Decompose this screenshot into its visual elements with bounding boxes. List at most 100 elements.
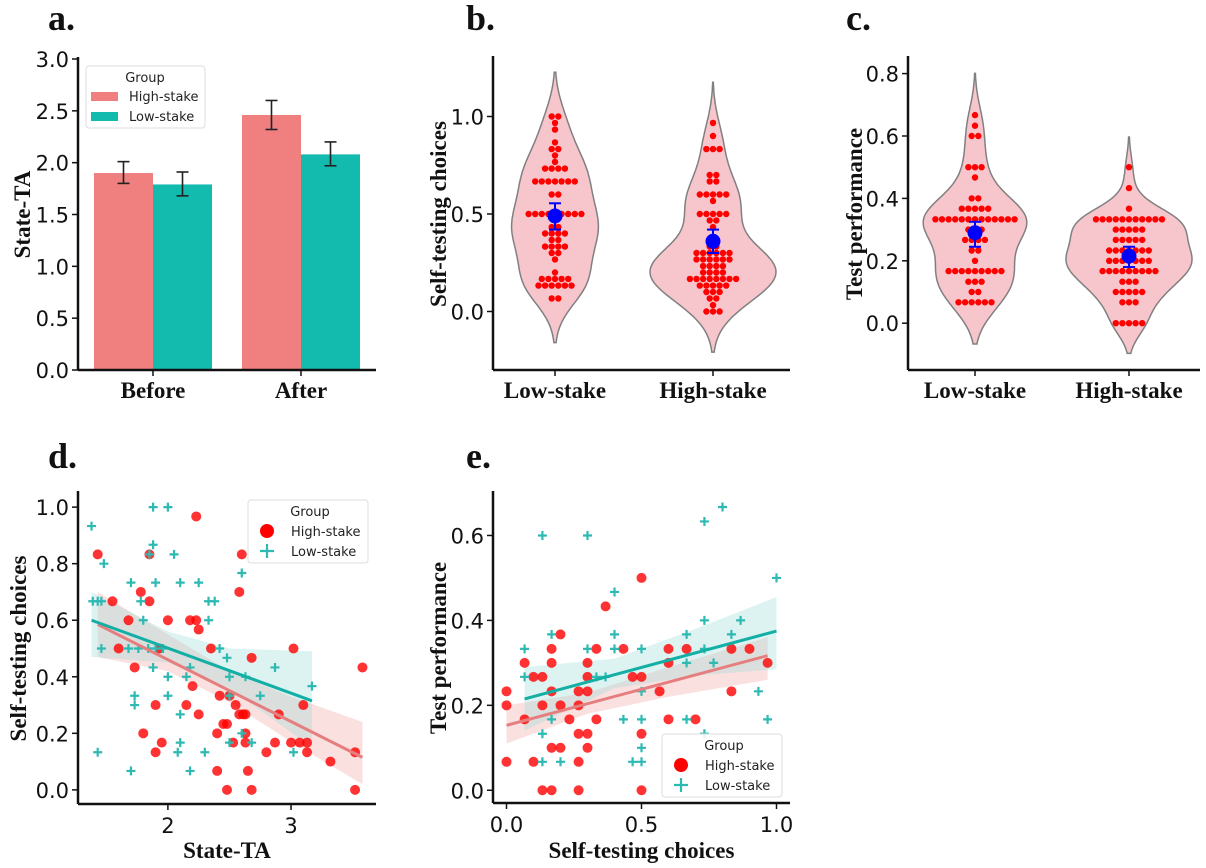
data-point — [123, 615, 134, 626]
swarm-point — [551, 178, 559, 185]
data-point — [582, 671, 593, 682]
x-tick-label: 3 — [284, 814, 297, 838]
swarm-point — [1145, 247, 1153, 254]
y-tick-label: 0.8 — [866, 63, 899, 87]
y-axis-label: Self-testing choices — [6, 556, 31, 742]
regression-line — [97, 623, 364, 759]
y-tick-label: 1.0 — [36, 496, 69, 520]
data-point — [156, 737, 167, 748]
swarm-point — [538, 275, 545, 283]
data-point — [583, 644, 592, 654]
data-point — [191, 615, 202, 626]
data-point — [230, 700, 241, 711]
swarm-point — [538, 178, 545, 185]
swarm-point — [548, 249, 555, 257]
data-point — [681, 643, 692, 654]
data-point — [163, 672, 173, 682]
swarm-point — [1139, 236, 1146, 244]
y-tick-label: 0.6 — [36, 609, 69, 633]
data-point — [537, 671, 548, 682]
data-point — [636, 728, 647, 739]
swarm-point — [706, 178, 713, 185]
legend-entry: Low-stake — [705, 779, 770, 794]
data-point — [546, 643, 557, 654]
swarm-point — [981, 236, 989, 244]
legend-marker-circle — [674, 758, 688, 772]
bar — [301, 154, 360, 370]
data-point — [212, 728, 223, 739]
swarm-point — [971, 205, 979, 212]
swarm-point — [726, 249, 733, 257]
swarm-point — [532, 210, 539, 218]
swarm-point — [551, 158, 559, 166]
swarm-point — [1152, 216, 1159, 223]
swarm-point — [1152, 267, 1159, 275]
data-point — [242, 765, 253, 776]
swarm-point — [988, 299, 995, 306]
swarm-point — [541, 230, 549, 237]
swarm-point — [1112, 226, 1120, 233]
swarm-point — [1132, 278, 1139, 285]
data-point — [699, 615, 709, 625]
legend-title: Group — [704, 739, 744, 754]
data-point — [582, 686, 593, 697]
data-point — [92, 549, 103, 560]
data-point — [270, 737, 281, 748]
swarm-point — [978, 164, 985, 171]
swarm-point — [719, 269, 727, 276]
swarm-point — [1112, 288, 1120, 296]
data-point — [520, 644, 530, 654]
swarm-point — [1125, 184, 1133, 192]
swarm-point — [706, 295, 713, 302]
data-point — [129, 662, 140, 673]
data-point — [136, 596, 146, 606]
swarm-point — [716, 191, 723, 198]
swarm-point — [1112, 216, 1120, 223]
swarm-point — [723, 210, 730, 218]
data-point — [270, 662, 280, 672]
data-point — [573, 686, 584, 697]
swarm-point — [1112, 267, 1120, 275]
data-point — [709, 658, 719, 668]
data-point — [130, 691, 140, 701]
data-point — [200, 747, 210, 757]
swarm-point — [938, 216, 946, 223]
violin-panel-1: b. 0.0 0.5 1.0 Low-stake High-stake Self-testi… — [426, 0, 790, 403]
swarm-point — [561, 230, 569, 237]
y-tick-label: 0.4 — [866, 187, 899, 211]
swarm-point — [961, 299, 969, 306]
swarm-point — [985, 216, 992, 223]
data-point — [224, 738, 234, 748]
data-point — [618, 643, 629, 654]
swarm-point — [706, 262, 713, 270]
swarm-point — [1125, 278, 1133, 285]
swarm-point — [1132, 320, 1139, 327]
data-point — [150, 700, 161, 711]
data-point — [212, 765, 223, 776]
data-point — [555, 700, 566, 711]
data-point — [107, 596, 118, 607]
swarm-point — [1139, 247, 1146, 254]
swarm-point — [1011, 216, 1018, 223]
data-point — [294, 737, 305, 748]
swarm-point — [548, 165, 555, 172]
x-category-label: After — [275, 378, 327, 403]
data-point — [96, 596, 106, 606]
swarm-point — [958, 267, 965, 275]
swarm-point — [971, 278, 979, 285]
data-point — [682, 714, 692, 724]
swarm-point — [1112, 320, 1120, 327]
data-point — [547, 629, 557, 639]
y-tick-label: 1.0 — [36, 255, 69, 279]
swarm-point — [545, 275, 552, 283]
swarm-point — [699, 275, 707, 283]
x-category-label: Low-stake — [924, 378, 1026, 403]
data-point — [173, 747, 183, 757]
legend-marker-plus — [674, 778, 688, 792]
violin-panel-2: c. 0.0 0.2 0.4 0.6 0.8 Low-stake High-stake Test… — [842, 0, 1200, 403]
swarm-point — [1125, 205, 1133, 212]
swarm-point — [1125, 226, 1133, 233]
data-point — [547, 714, 557, 724]
swarm-point — [1125, 164, 1133, 171]
data-point — [628, 757, 638, 767]
